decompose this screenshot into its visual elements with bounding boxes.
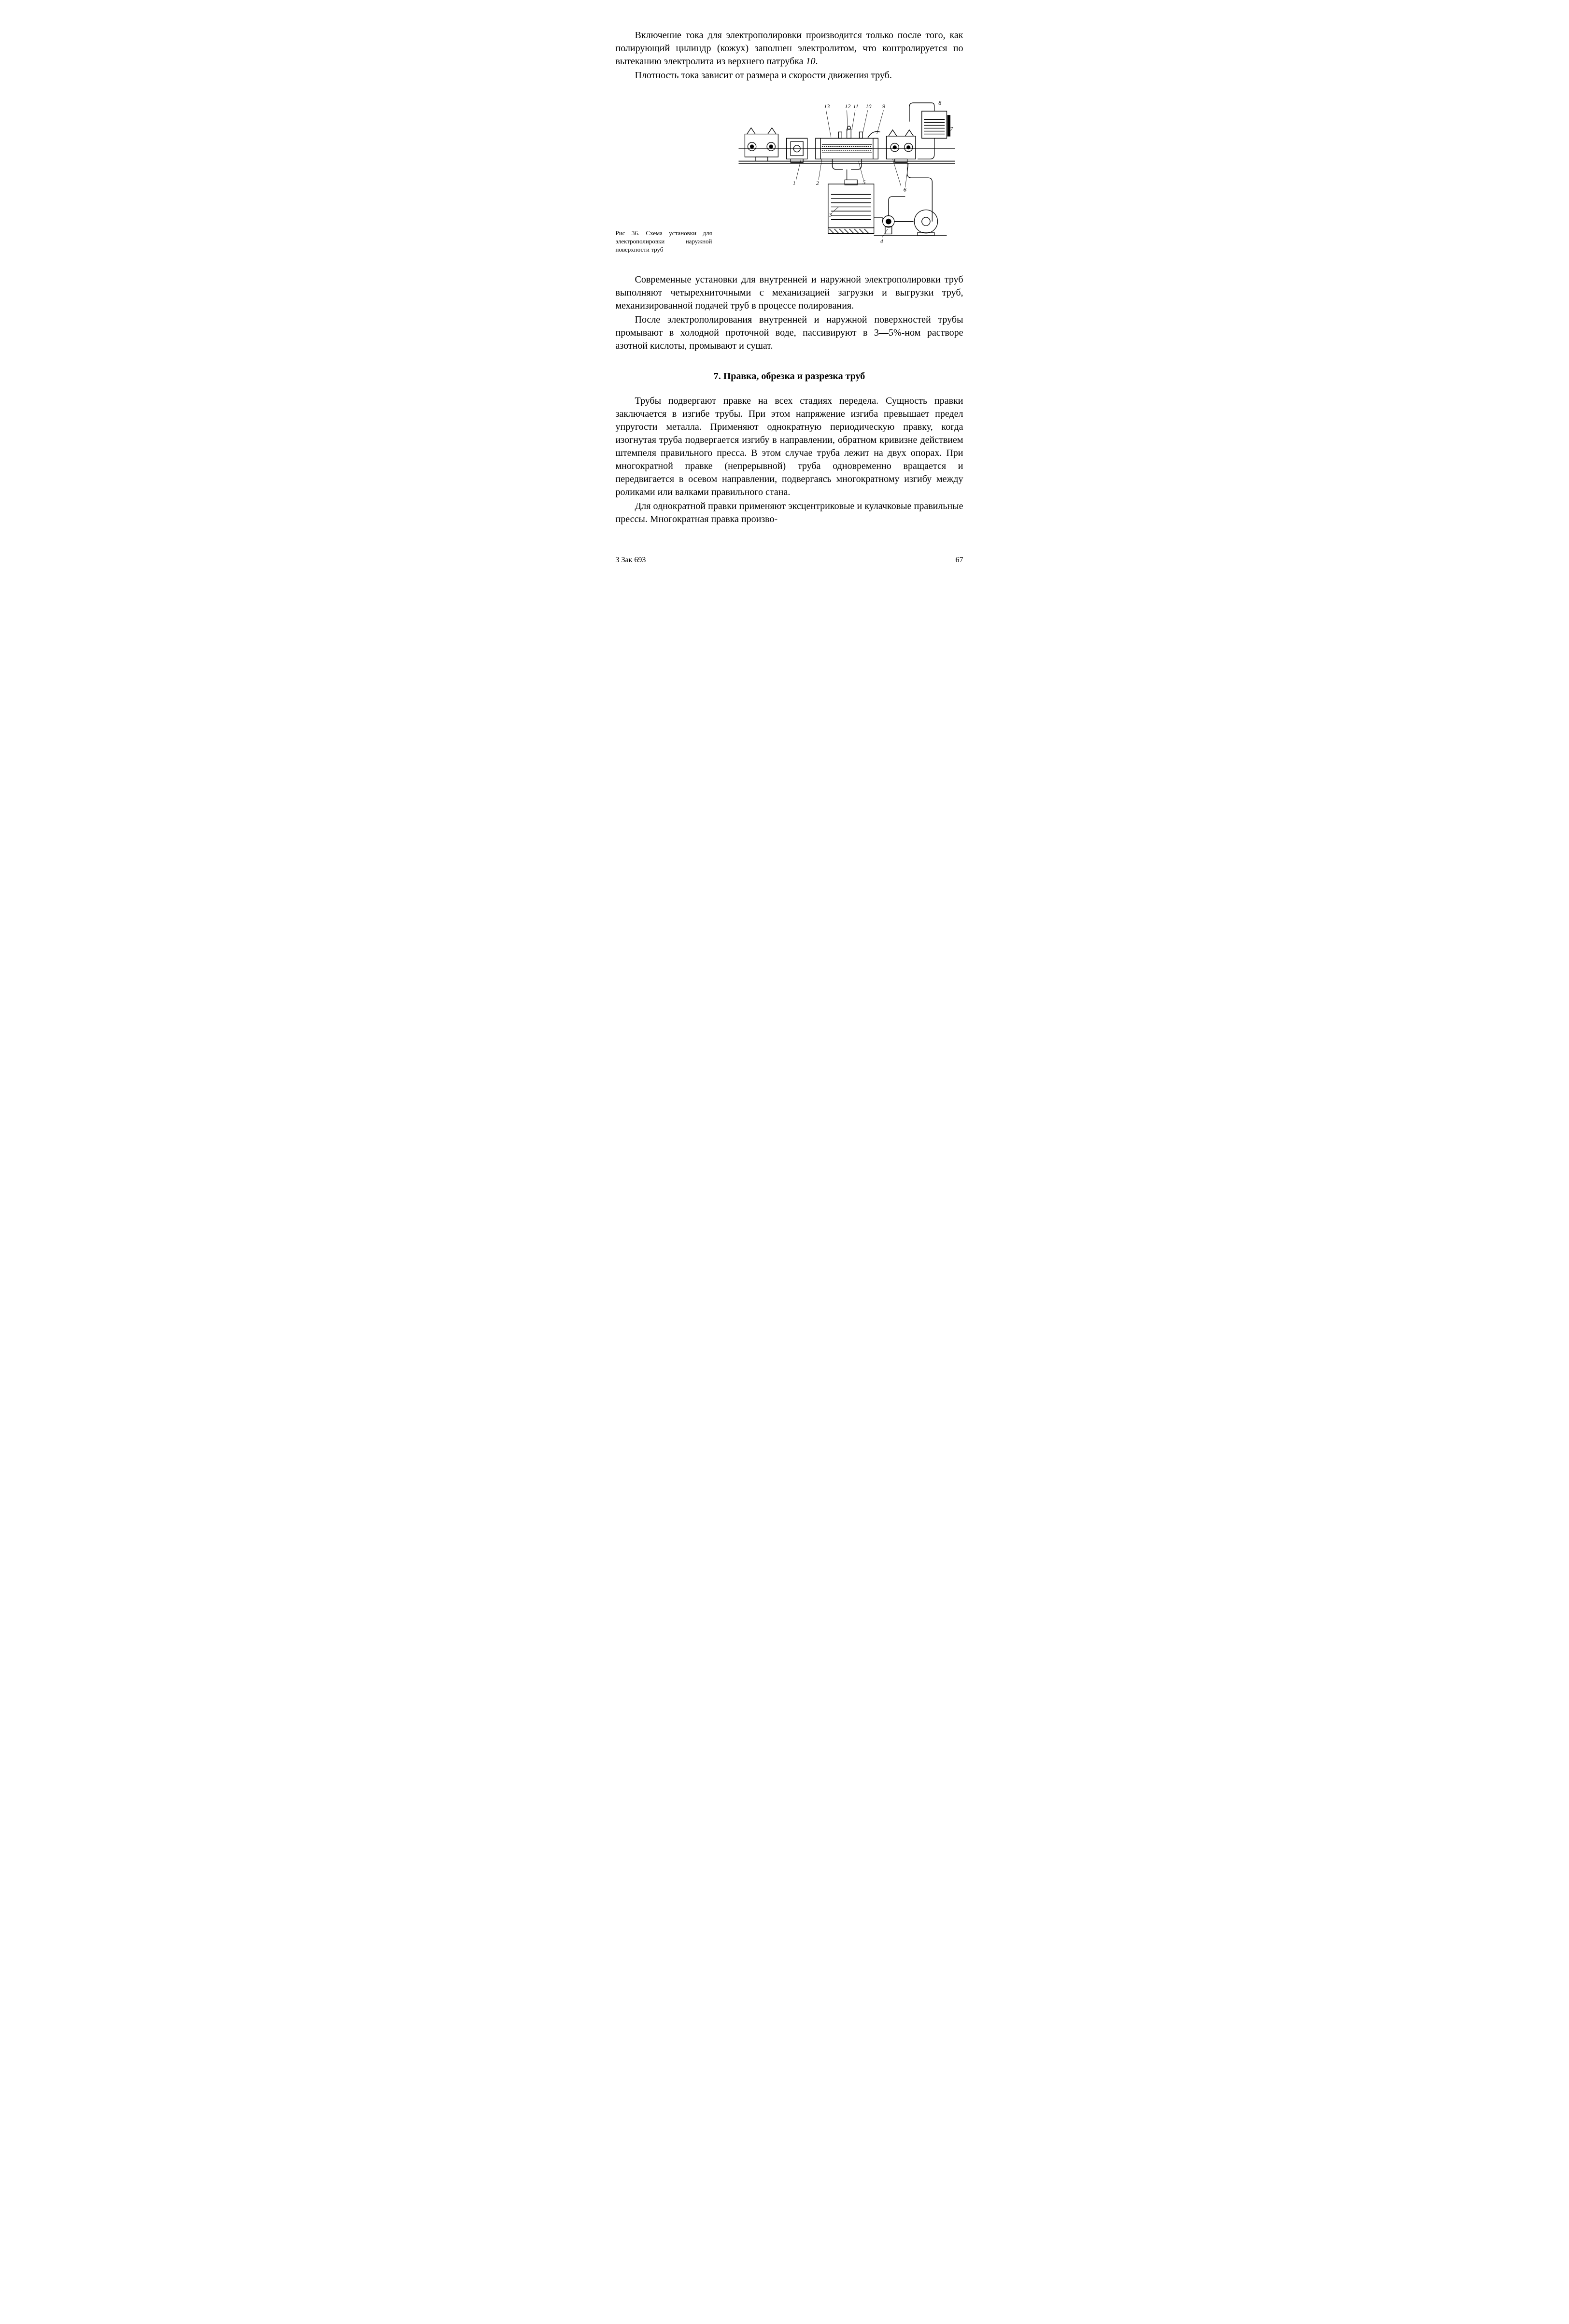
page-footer: 3 Зак 693 67 bbox=[616, 555, 963, 566]
para1-end: . bbox=[816, 56, 818, 67]
svg-text:2: 2 bbox=[816, 180, 819, 186]
figure-36-caption: Рис 36. Схема установки для электрополир… bbox=[616, 229, 712, 254]
paragraph-2: Плотность тока зависит от размера и скор… bbox=[616, 69, 963, 82]
paragraph-3: Современные установки для внутренней и н… bbox=[616, 273, 963, 312]
paragraph-6: Для однократной правки применяют эксцент… bbox=[616, 500, 963, 526]
figure-36-svg-wrap: 13 12 11 10 9 8 7 6 5 4 3 2 1 bbox=[722, 97, 963, 254]
para1-number: 10 bbox=[806, 56, 816, 67]
para1-text: Включение тока для электрополировки прои… bbox=[616, 30, 963, 67]
footer-left: 3 Зак 693 bbox=[616, 555, 646, 566]
section-heading-7: 7. Правка, обрезка и разрезка труб bbox=[616, 370, 963, 383]
svg-text:3: 3 bbox=[828, 211, 832, 218]
figure-36-block: Рис 36. Схема установки для электрополир… bbox=[616, 97, 963, 254]
svg-text:1: 1 bbox=[792, 180, 795, 186]
svg-text:4: 4 bbox=[880, 238, 883, 244]
svg-text:6: 6 bbox=[903, 186, 906, 193]
svg-text:13: 13 bbox=[824, 103, 830, 110]
paragraph-5: Трубы подвергают правке на всех стадиях … bbox=[616, 395, 963, 499]
svg-text:8: 8 bbox=[938, 99, 941, 106]
svg-text:10: 10 bbox=[865, 103, 871, 110]
paragraph-1: Включение тока для электрополировки прои… bbox=[616, 29, 963, 68]
svg-text:11: 11 bbox=[853, 103, 858, 110]
figure-36-diagram: 13 12 11 10 9 8 7 6 5 4 3 2 1 bbox=[722, 97, 963, 251]
svg-text:9: 9 bbox=[882, 103, 885, 110]
svg-text:7: 7 bbox=[950, 126, 953, 132]
svg-text:12: 12 bbox=[845, 103, 850, 110]
footer-right-page-number: 67 bbox=[956, 555, 963, 566]
paragraph-4: После электрополирования внутренней и на… bbox=[616, 313, 963, 353]
svg-text:5: 5 bbox=[862, 179, 865, 185]
